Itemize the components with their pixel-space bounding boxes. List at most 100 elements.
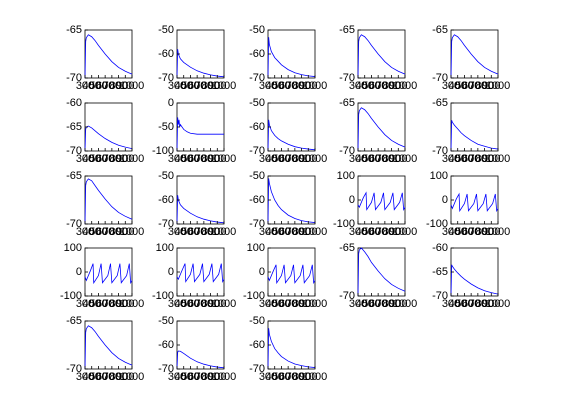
x-tick-label: 600 <box>462 153 480 165</box>
x-tick-label: 500 <box>272 298 290 310</box>
x-tick-label: 700 <box>195 371 213 383</box>
x-tick-label: 1000 <box>212 153 236 165</box>
x-tick-label: 300 <box>168 153 186 165</box>
x-tick-label: 400 <box>175 371 193 383</box>
x-tick-label: 800 <box>109 371 127 383</box>
x-tick-label: 1000 <box>303 371 327 383</box>
y-tick-label: 0 <box>168 266 174 278</box>
y-tick-label: 0 <box>168 97 174 109</box>
x-tick-label: 900 <box>389 80 407 92</box>
x-tick-label: 700 <box>376 298 394 310</box>
y-tick-label: 0 <box>259 266 265 278</box>
x-tick-label: 700 <box>103 80 121 92</box>
x-tick-label: 400 <box>83 298 101 310</box>
y-tick-label: -65 <box>339 242 355 254</box>
y-tick-label: -50 <box>158 170 174 182</box>
x-tick-label: 900 <box>299 153 317 165</box>
x-tick-label: 1000 <box>120 371 144 383</box>
y-tick-label: -70 <box>158 218 174 230</box>
x-tick-label: 800 <box>109 153 127 165</box>
y-tick-label: -100 <box>152 290 174 302</box>
x-tick-label: 700 <box>103 371 121 383</box>
x-tick-label: 500 <box>272 153 290 165</box>
trace <box>267 119 316 152</box>
x-tick-label: 400 <box>175 153 193 165</box>
y-tick-label: -70 <box>339 290 355 302</box>
x-tick-label: 400 <box>83 153 101 165</box>
x-tick-label: 700 <box>469 298 487 310</box>
x-tick-label: 800 <box>201 298 219 310</box>
x-tick-label: 500 <box>362 80 380 92</box>
x-tick-label: 900 <box>116 226 134 238</box>
x-tick-label: 300 <box>259 226 277 238</box>
x-tick-label: 1000 <box>393 153 417 165</box>
trace <box>357 34 406 79</box>
y-tick-label: -50 <box>249 97 265 109</box>
trace <box>450 264 499 297</box>
x-tick-label: 1000 <box>120 80 144 92</box>
y-tick-label: -70 <box>249 72 265 84</box>
axes-box <box>176 102 225 152</box>
x-tick-label: 800 <box>292 226 310 238</box>
x-tick-label: 1000 <box>303 226 327 238</box>
x-tick-label: 600 <box>279 153 297 165</box>
x-tick-label: 1000 <box>212 371 236 383</box>
x-tick-label: 300 <box>349 153 367 165</box>
x-tick-label: 900 <box>208 80 226 92</box>
trace <box>84 178 133 225</box>
x-tick-label: 300 <box>442 80 460 92</box>
x-tick-label: 700 <box>286 226 304 238</box>
x-tick-label: 1000 <box>120 153 144 165</box>
x-tick-label: 700 <box>286 153 304 165</box>
x-tick-label: 600 <box>369 226 387 238</box>
x-tick-label: 400 <box>83 226 101 238</box>
axes-box <box>84 102 133 152</box>
y-tick-label: -60 <box>158 194 174 206</box>
x-tick-label: 800 <box>382 298 400 310</box>
y-tick-label: 100 <box>337 170 355 182</box>
x-tick-label: 400 <box>356 153 374 165</box>
x-tick-label: 800 <box>201 80 219 92</box>
y-tick-label: 0 <box>442 194 448 206</box>
y-tick-label: -60 <box>249 48 265 60</box>
x-tick-label: 400 <box>266 298 284 310</box>
x-tick-label: 300 <box>168 226 186 238</box>
y-tick-label: 100 <box>156 242 174 254</box>
x-tick-label: 800 <box>109 80 127 92</box>
x-tick-label: 700 <box>195 80 213 92</box>
x-tick-label: 700 <box>286 371 304 383</box>
x-tick-label: 300 <box>168 371 186 383</box>
x-tick-label: 900 <box>116 153 134 165</box>
y-tick-label: -50 <box>158 315 174 327</box>
x-tick-label: 300 <box>76 226 94 238</box>
x-tick-label: 1000 <box>212 298 236 310</box>
x-tick-label: 1000 <box>393 298 417 310</box>
y-tick-label: -60 <box>249 339 265 351</box>
x-tick-label: 800 <box>292 80 310 92</box>
y-tick-label: -100 <box>426 218 448 230</box>
x-tick-label: 400 <box>449 80 467 92</box>
x-tick-label: 500 <box>455 298 473 310</box>
y-tick-label: -65 <box>66 121 82 133</box>
x-tick-label: 1000 <box>212 226 236 238</box>
x-tick-label: 300 <box>76 298 94 310</box>
x-tick-label: 900 <box>482 298 500 310</box>
x-tick-label: 600 <box>369 298 387 310</box>
y-tick-label: -70 <box>66 72 82 84</box>
x-tick-label: 600 <box>188 371 206 383</box>
x-tick-label: 600 <box>96 298 114 310</box>
x-tick-label: 1000 <box>486 298 510 310</box>
x-tick-label: 600 <box>462 298 480 310</box>
y-tick-label: -70 <box>66 145 82 157</box>
x-tick-label: 500 <box>272 80 290 92</box>
trace <box>357 191 406 211</box>
x-tick-label: 600 <box>462 80 480 92</box>
x-tick-label: 1000 <box>303 153 327 165</box>
y-tick-label: -50 <box>249 315 265 327</box>
x-tick-label: 700 <box>376 153 394 165</box>
x-tick-label: 700 <box>103 298 121 310</box>
trace <box>84 325 133 370</box>
x-tick-label: 500 <box>455 153 473 165</box>
x-tick-label: 300 <box>259 371 277 383</box>
